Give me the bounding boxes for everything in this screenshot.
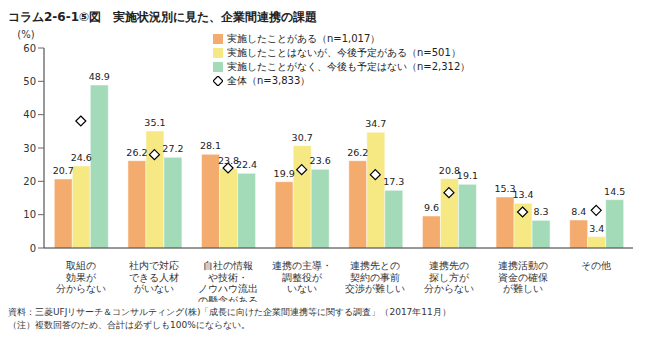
html-text:（注）複数回答のため、合計は必ずしも100%にならない。: （注）複数回答のため、合計は必ずしも100%にならない。	[8, 320, 250, 330]
svg-text:23.6: 23.6	[310, 155, 331, 166]
svg-text:24.6: 24.6	[71, 152, 92, 163]
svg-text:27.2: 27.2	[162, 143, 183, 154]
html-text:全体（n=3,833）: 全体（n=3,833）	[227, 75, 311, 86]
svg-text:連携先との契約の事前交渉が難しい: 連携先との契約の事前交渉が難しい	[345, 260, 405, 294]
svg-text:8.3: 8.3	[534, 206, 549, 217]
svg-text:連携活動の資金の確保が難しい: 連携活動の資金の確保が難しい	[498, 260, 548, 294]
svg-text:自社の情報や技術・ノウハウ流出の懸念がある: 自社の情報や技術・ノウハウ流出の懸念がある	[198, 260, 258, 302]
svg-text:取組の効果が分からない: 取組の効果が分からない	[56, 260, 106, 294]
svg-text:8.4: 8.4	[571, 206, 586, 217]
svg-text:13.4: 13.4	[512, 189, 533, 200]
svg-text:60: 60	[23, 43, 36, 54]
html-text:資料：三菱UFJリサーチ＆コンサルティング(株)「成長に向け: 資料：三菱UFJリサーチ＆コンサルティング(株)「成長に向けた企業間連携等に関す…	[8, 307, 451, 317]
svg-text:26.2: 26.2	[347, 147, 368, 158]
html-text:実施したことがある（n=1,017）: 実施したことがある（n=1,017）	[227, 33, 381, 44]
svg-text:19.1: 19.1	[457, 170, 478, 181]
svg-text:22.4: 22.4	[236, 159, 257, 170]
svg-text:連携の主導・調整役がいない: 連携の主導・調整役がいない	[272, 260, 332, 294]
svg-text:連携先の探し方が分からない: 連携先の探し方が分からない	[424, 260, 474, 294]
svg-text:30: 30	[23, 143, 36, 154]
svg-text:社内で対応できる人材がいない: 社内で対応できる人材がいない	[129, 260, 179, 294]
svg-text:20: 20	[23, 176, 36, 187]
svg-text:その他: その他	[581, 260, 611, 271]
svg-text:26.2: 26.2	[126, 147, 147, 158]
svg-text:23.8: 23.8	[218, 154, 240, 166]
svg-text:35.1: 35.1	[144, 117, 165, 128]
svg-text:0: 0	[30, 243, 36, 254]
svg-text:15.3: 15.3	[494, 183, 516, 194]
svg-text:(%): (%)	[17, 29, 34, 40]
svg-text:20.8: 20.8	[438, 164, 460, 176]
svg-text:19.9: 19.9	[274, 168, 295, 179]
svg-text:9.6: 9.6	[424, 202, 439, 213]
html-text:コラム2-6-1⑤図 実施状況別に見た、企業間連携の課題: コラム2-6-1⑤図 実施状況別に見た、企業間連携の課題	[8, 10, 318, 24]
svg-text:20.7: 20.7	[53, 165, 74, 176]
svg-text:28.1: 28.1	[200, 140, 221, 151]
svg-text:48.9: 48.9	[89, 71, 110, 82]
svg-text:40: 40	[23, 109, 36, 120]
svg-text:34.7: 34.7	[365, 118, 386, 129]
svg-text:17.3: 17.3	[383, 176, 404, 187]
html-text:実施したことがなく、今後も予定はない（n=2,312）: 実施したことがなく、今後も予定はない（n=2,312）	[227, 61, 471, 72]
svg-text:50: 50	[23, 76, 36, 87]
svg-text:10: 10	[23, 209, 36, 220]
html-text:実施したことはないが、今後予定がある（n=501）: 実施したことはないが、今後予定がある（n=501）	[227, 47, 461, 58]
svg-text:14.5: 14.5	[604, 186, 625, 197]
svg-text:30.7: 30.7	[292, 132, 313, 143]
svg-text:3.4: 3.4	[589, 223, 604, 234]
